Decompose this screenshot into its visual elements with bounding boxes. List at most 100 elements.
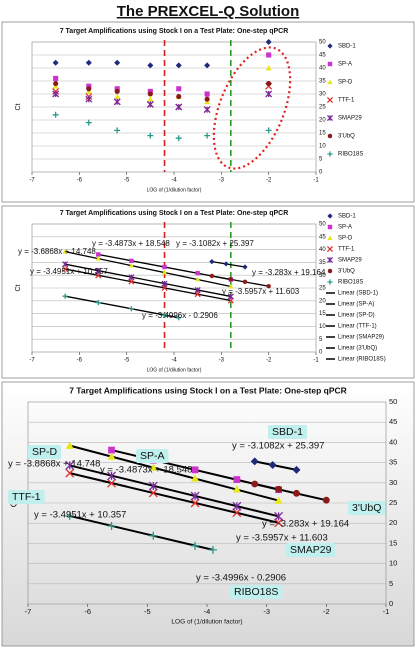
x-tick-label: -1 <box>383 607 390 616</box>
data-point <box>148 481 158 491</box>
slide-title: The PREXCEL-Q Solution <box>117 3 300 20</box>
callout-label: TTF-1 <box>12 491 41 503</box>
trend-equation: y = -3.4951x + 10.357 <box>34 510 126 521</box>
y-tick-label: 45 <box>319 234 326 240</box>
data-point <box>85 59 92 66</box>
data-point <box>114 86 120 92</box>
data-point <box>190 498 200 508</box>
data-point <box>176 86 182 92</box>
trendline <box>69 514 214 551</box>
callout-box <box>286 543 336 557</box>
data-point <box>204 132 211 139</box>
y-tick-label: 15 <box>319 311 326 317</box>
trendline <box>65 263 231 298</box>
data-point <box>129 258 134 264</box>
data-point <box>191 474 200 482</box>
y-tick-label: 35 <box>319 79 326 85</box>
data-point <box>107 452 116 460</box>
legend-marker <box>326 96 334 104</box>
data-point <box>265 65 272 71</box>
trend-equation: y = -3.5957x + 11.603 <box>236 533 328 544</box>
data-point <box>232 508 242 518</box>
data-point <box>114 127 121 134</box>
chart-title: 7 Target Amplifications using Stock I on… <box>60 210 289 217</box>
data-point <box>176 94 182 100</box>
data-point <box>266 283 271 289</box>
data-point <box>114 88 120 94</box>
data-point <box>146 100 154 108</box>
x-tick-label: -7 <box>29 178 35 184</box>
data-point <box>190 491 200 501</box>
legend-label: SBD-1 <box>338 44 356 50</box>
legend-label: Linear (TTF-1) <box>338 324 377 330</box>
data-point <box>161 280 168 287</box>
x-tick-label: -6 <box>77 178 83 184</box>
y-tick-label: 40 <box>319 66 326 72</box>
data-point <box>161 312 168 318</box>
y-tick-label: 35 <box>389 458 397 467</box>
x-tick-label: -4 <box>171 178 177 184</box>
data-point <box>52 90 60 98</box>
y-tick-label: 5 <box>319 337 323 343</box>
legend-label: SP-A <box>338 62 352 68</box>
y-tick-label: 15 <box>389 538 397 547</box>
callout-box <box>28 445 62 459</box>
trend-equation: y = -3.4996x - 0.2906 <box>196 573 286 584</box>
trend-equation: y = -3.6868x + 14.748 <box>18 247 96 256</box>
legend-label: Linear (SP-A) <box>338 302 374 308</box>
data-point <box>274 518 284 528</box>
data-point <box>175 103 183 111</box>
y-tick-label: 0 <box>389 599 393 608</box>
y-tick-label: 40 <box>319 247 326 253</box>
data-point <box>268 461 277 470</box>
data-point <box>228 283 234 289</box>
legend-label: RIBO18S <box>338 152 363 158</box>
trend-equation: y = -3.4873x + 18.548 <box>92 239 170 248</box>
legend-marker <box>326 256 334 264</box>
y-tick-label: 50 <box>319 40 326 46</box>
data-point <box>65 441 74 449</box>
trendline <box>69 464 279 518</box>
legend-label: TTF-1 <box>338 98 355 104</box>
data-point <box>250 457 259 466</box>
legend-marker <box>327 213 333 219</box>
x-axis-title: LOG of (1/dilution factor) <box>147 187 202 193</box>
x-tick-label: -6 <box>77 358 83 364</box>
data-point <box>204 96 210 102</box>
data-point <box>194 286 201 294</box>
x-tick-label: -7 <box>29 358 35 364</box>
data-point <box>266 52 272 58</box>
trendline <box>65 268 231 302</box>
data-point <box>204 62 211 69</box>
legend-label: Linear (RIBO18S) <box>338 357 386 363</box>
y-tick-label: 5 <box>389 579 393 588</box>
legend-label: SMAP29 <box>338 116 362 122</box>
data-point <box>161 269 168 275</box>
x-tick-label: -4 <box>204 607 211 616</box>
y-tick-label: 30 <box>389 478 397 487</box>
legend-label: SBD-1 <box>338 214 356 220</box>
x-axis-title: LOG of (1/dilution factor) <box>147 367 202 373</box>
data-point <box>95 299 101 306</box>
data-point <box>128 306 134 312</box>
trend-equation: y = -3.1082x + 25.397 <box>232 441 324 452</box>
data-point <box>114 59 121 66</box>
x-tick-label: -2 <box>323 607 330 616</box>
data-point <box>107 471 116 481</box>
data-point <box>95 272 102 279</box>
legend-label: 3'UbQ <box>338 134 355 140</box>
data-point <box>114 93 121 99</box>
legend-marker <box>326 245 334 253</box>
x-tick-label: -5 <box>124 178 130 184</box>
data-point <box>108 446 115 454</box>
data-point <box>128 274 135 281</box>
data-point <box>195 276 201 282</box>
data-point <box>265 127 272 134</box>
legend-marker <box>327 279 333 285</box>
callout-label: 3'UbQ <box>352 502 381 514</box>
y-tick-label: 25 <box>319 105 326 111</box>
y-tick-label: 0 <box>319 350 323 356</box>
y-tick-label: 10 <box>319 324 326 330</box>
legend-marker <box>327 61 333 67</box>
